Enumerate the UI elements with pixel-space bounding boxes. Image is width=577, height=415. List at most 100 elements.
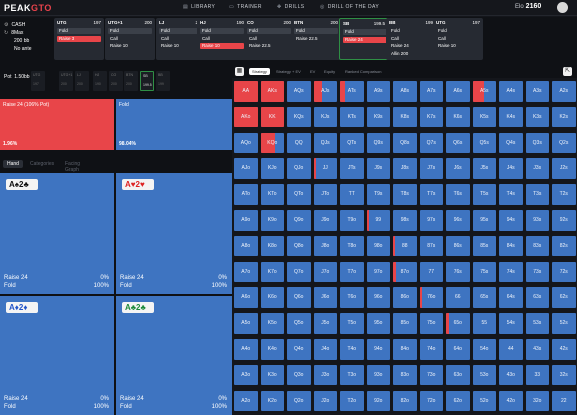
history-item[interactable]: BTN 200: [124, 71, 138, 91]
hand-cell[interactable]: 55: [472, 313, 496, 334]
hand-cell[interactable]: 86s: [446, 235, 470, 257]
avatar[interactable]: [557, 2, 568, 13]
hand-cell[interactable]: J6o: [313, 287, 337, 308]
hand-cell[interactable]: K9o: [260, 210, 284, 231]
hand-cell[interactable]: 95o: [366, 313, 390, 334]
hand-cell[interactable]: J3s: [525, 158, 549, 179]
hand-cell[interactable]: 94s: [499, 210, 523, 231]
hand-cell[interactable]: 72o: [419, 390, 443, 412]
hand-cell[interactable]: 85s: [472, 235, 496, 257]
position-action[interactable]: Raise 22.5: [249, 43, 271, 48]
hand-cell[interactable]: 64o: [446, 339, 470, 360]
hand-cell[interactable]: 87s: [419, 235, 443, 257]
hand-combo-card[interactable]: A♣2♣ Raise 24 0% Fold 100%: [116, 296, 232, 415]
hand-cell[interactable]: K2o: [260, 390, 284, 412]
hand-cell[interactable]: 93s: [525, 210, 549, 231]
hand-cell[interactable]: Q4o: [287, 339, 311, 360]
hand-cell[interactable]: A3s: [525, 81, 549, 102]
hand-cell[interactable]: 75s: [472, 261, 496, 283]
hand-cell[interactable]: J5s: [472, 158, 496, 179]
hand-cell[interactable]: K5o: [260, 313, 284, 334]
hand-cell[interactable]: T5s: [472, 184, 496, 205]
position-action[interactable]: Fold: [108, 28, 152, 34]
hand-cell[interactable]: 63o: [446, 364, 470, 386]
position-card-hj[interactable]: HJ 190 Fold Call Raise 10: [197, 18, 247, 60]
hand-cell[interactable]: 64s: [499, 287, 523, 308]
tab-strategy[interactable]: Strategy: [249, 68, 270, 75]
position-card-utg-plus-1[interactable]: UTG+1 200 Fold Call Raise 10: [105, 18, 155, 60]
hand-cell[interactable]: J6s: [446, 158, 470, 179]
hand-cell[interactable]: J2o: [313, 390, 337, 412]
nav-drills[interactable]: ✥ DRILLS: [277, 4, 305, 10]
hand-cell[interactable]: 53o: [472, 364, 496, 386]
position-action[interactable]: Raise 10: [438, 43, 456, 48]
hand-cell[interactable]: 52o: [472, 390, 496, 412]
hand-cell[interactable]: A7o: [234, 261, 258, 283]
expand-icon[interactable]: ⇱: [563, 67, 572, 76]
hand-cell[interactable]: 74s: [499, 261, 523, 283]
position-action[interactable]: Fold: [57, 28, 101, 34]
hand-cell[interactable]: A9o: [234, 210, 258, 231]
hand-cell[interactable]: A8o: [234, 235, 258, 257]
hand-cell[interactable]: T4s: [499, 184, 523, 205]
hand-cell[interactable]: A7s: [419, 81, 443, 102]
hand-cell[interactable]: 84o: [393, 339, 417, 360]
hand-cell[interactable]: KTo: [260, 184, 284, 205]
hand-cell[interactable]: 87o: [393, 261, 417, 283]
hand-cell[interactable]: J4s: [499, 158, 523, 179]
hand-cell[interactable]: 83o: [393, 364, 417, 386]
hand-combo-card[interactable]: A♦2♦ Raise 24 0% Fold 100%: [0, 296, 114, 415]
hand-cell[interactable]: A8s: [393, 81, 417, 102]
tab-ev[interactable]: EV: [310, 69, 316, 74]
position-action[interactable]: Call: [249, 35, 257, 41]
hand-cell[interactable]: JTo: [313, 184, 337, 205]
hand-cell[interactable]: 52s: [552, 313, 576, 334]
hand-cell[interactable]: K4o: [260, 339, 284, 360]
hand-cell[interactable]: K8s: [393, 106, 417, 128]
hand-combo-card[interactable]: A♠2♣ Raise 24 0% Fold 100%: [0, 173, 114, 294]
hand-cell[interactable]: 76o: [419, 287, 443, 308]
hand-cell[interactable]: 82o: [393, 390, 417, 412]
position-action[interactable]: Call: [438, 35, 446, 41]
hand-cell[interactable]: TT: [340, 184, 364, 205]
position-action[interactable]: Call: [110, 35, 118, 41]
hand-cell[interactable]: 43s: [525, 339, 549, 360]
tab-hand[interactable]: Hand: [3, 160, 23, 168]
hand-cell[interactable]: Q5s: [472, 132, 496, 154]
hand-cell[interactable]: Q2s: [552, 132, 576, 154]
hand-cell[interactable]: 66: [446, 287, 470, 308]
hand-cell[interactable]: 96o: [366, 287, 390, 308]
hand-cell[interactable]: 98o: [366, 235, 390, 257]
strategy-block[interactable]: Fold 98.04%: [116, 99, 232, 150]
tab-facing-graph[interactable]: Facing Graph: [65, 161, 81, 173]
hand-cell[interactable]: A4s: [499, 81, 523, 102]
position-action[interactable]: Fold: [294, 28, 338, 34]
hand-cell[interactable]: 54o: [472, 339, 496, 360]
hand-cell[interactable]: Q8s: [393, 132, 417, 154]
hand-cell[interactable]: A5o: [234, 313, 258, 334]
hand-cell[interactable]: KK: [260, 106, 284, 128]
position-card-utg[interactable]: UTG 197 Fold Raise 3: [54, 18, 104, 60]
hand-cell[interactable]: 98s: [393, 210, 417, 231]
hand-cell[interactable]: K9s: [366, 106, 390, 128]
hand-cell[interactable]: Q4s: [499, 132, 523, 154]
history-item[interactable]: BB 199: [156, 71, 170, 91]
history-item[interactable]: SB 199.5: [140, 71, 154, 91]
history-item[interactable]: HJ 190: [93, 71, 107, 91]
hand-cell[interactable]: T7o: [340, 261, 364, 283]
hand-cell[interactable]: 32o: [525, 390, 549, 412]
position-card-co[interactable]: CO 200 Fold Call Raise 22.5: [244, 18, 294, 60]
hand-cell[interactable]: K6s: [446, 106, 470, 128]
hand-cell[interactable]: 62o: [446, 390, 470, 412]
hand-cell[interactable]: KQs: [287, 106, 311, 128]
hand-cell[interactable]: Q7o: [287, 261, 311, 283]
hand-cell[interactable]: 42o: [499, 390, 523, 412]
hand-cell[interactable]: 22: [552, 390, 576, 412]
grid-view-icon[interactable]: ▦: [235, 67, 244, 76]
position-action[interactable]: Fold: [438, 28, 447, 33]
hand-cell[interactable]: QTs: [340, 132, 364, 154]
hand-cell[interactable]: K3s: [525, 106, 549, 128]
position-action[interactable]: Call: [202, 35, 210, 41]
hand-cell[interactable]: A5s: [472, 81, 496, 102]
hand-cell[interactable]: Q3s: [525, 132, 549, 154]
